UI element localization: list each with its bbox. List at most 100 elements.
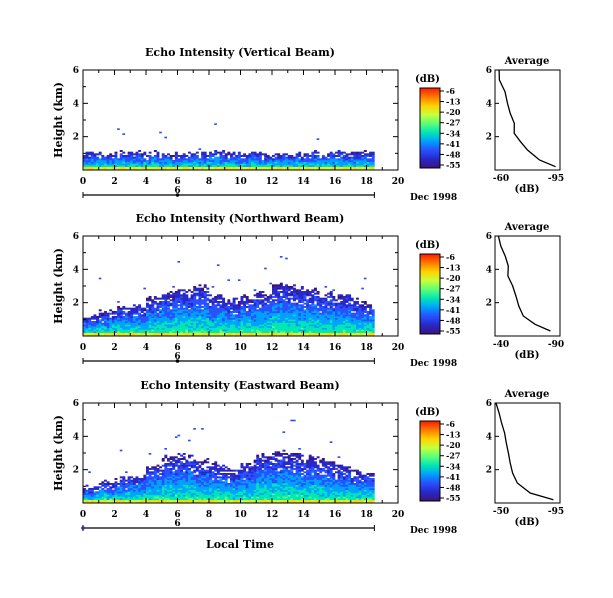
echo-cell — [219, 312, 223, 315]
echo-cell — [266, 156, 270, 159]
echo-cell — [274, 286, 278, 288]
echo-cell — [300, 168, 304, 171]
echo-cell — [143, 481, 147, 484]
echo-cell — [243, 486, 247, 489]
echo-cell — [90, 496, 94, 499]
echo-cell — [332, 166, 336, 169]
echo-cell — [256, 165, 260, 167]
echo-cell — [135, 316, 139, 318]
echo-cell — [117, 488, 121, 490]
echo-cell — [353, 168, 357, 171]
echo-cell — [143, 491, 147, 494]
echo-cell — [177, 334, 181, 337]
echo-cell — [348, 334, 352, 337]
echo-cell — [206, 316, 210, 318]
echo-cell — [363, 326, 367, 328]
echo-cell — [209, 156, 212, 159]
echo-cell — [327, 161, 331, 164]
echo-cell — [216, 264, 220, 266]
echo-cell — [342, 324, 346, 327]
echo-cell — [190, 163, 194, 166]
echo-cell — [245, 155, 249, 157]
echo-cell — [251, 478, 254, 480]
echo-cell — [101, 160, 105, 162]
echo-cell — [209, 294, 212, 297]
echo-cell — [300, 161, 304, 164]
echo-cell — [209, 499, 212, 502]
echo-cell — [264, 166, 268, 169]
echo-cell — [211, 312, 215, 315]
echo-cell — [264, 326, 268, 328]
echo-cell — [143, 160, 147, 162]
echo-cell — [185, 464, 189, 467]
echo-cell — [327, 155, 331, 157]
echo-cell — [151, 501, 155, 504]
echo-cell — [293, 304, 296, 307]
echo-cell — [148, 165, 152, 167]
echo-cell — [306, 166, 310, 169]
echo-cell — [122, 483, 126, 485]
echo-cell — [251, 314, 254, 317]
echo-cell — [151, 494, 155, 497]
echo-cell — [148, 491, 152, 494]
echo-cell — [172, 294, 176, 297]
echo-cell — [132, 309, 136, 312]
echo-cell — [151, 466, 155, 469]
echo-cell — [290, 322, 294, 325]
echo-cell — [248, 468, 252, 470]
echo-cell — [314, 160, 317, 162]
echo-cell — [132, 478, 136, 480]
echo-cell — [161, 309, 165, 312]
echo-cell — [227, 317, 231, 320]
echo-cell — [198, 488, 202, 490]
echo-cell — [216, 163, 220, 166]
echo-cell — [209, 332, 212, 335]
echo-cell — [164, 476, 168, 479]
echo-cell — [316, 291, 320, 293]
echo-cell — [253, 493, 257, 495]
echo-cell — [308, 326, 312, 328]
echo-cell — [106, 496, 110, 499]
echo-cell — [211, 326, 215, 328]
echo-cell — [151, 319, 155, 322]
echo-cell — [298, 312, 302, 315]
echo-cell — [180, 494, 184, 497]
echo-cell — [222, 334, 226, 337]
echo-cell — [261, 163, 265, 166]
echo-cell — [83, 161, 86, 164]
echo-cell — [180, 296, 184, 298]
echo-cell — [111, 155, 115, 157]
echo-cell — [190, 153, 194, 156]
echo-cell — [371, 158, 375, 161]
echo-cell — [98, 324, 102, 327]
echo-cell — [130, 322, 134, 325]
echo-cell — [122, 317, 126, 320]
echo-cell — [314, 155, 317, 157]
echo-cell — [240, 324, 244, 327]
echo-cell — [185, 331, 189, 333]
echo-cell — [135, 499, 139, 502]
echo-cell — [190, 493, 194, 495]
echo-cell — [201, 486, 205, 489]
echo-cell — [188, 329, 191, 332]
echo-cell — [109, 163, 113, 166]
echo-cell — [251, 494, 254, 497]
echo-cell — [143, 151, 147, 154]
echo-cell — [151, 326, 155, 328]
echo-cell — [198, 326, 202, 328]
echo-cell — [279, 311, 283, 313]
echo-cell — [96, 317, 100, 320]
echo-cell — [148, 314, 152, 317]
echo-cell — [277, 292, 281, 295]
echo-cell — [172, 168, 176, 171]
echo-cell — [206, 329, 210, 332]
echo-cell — [167, 332, 170, 335]
echo-cell — [342, 304, 346, 307]
echo-cell — [140, 317, 144, 320]
echo-cell — [161, 158, 165, 161]
echo-cell — [203, 481, 207, 484]
echo-cell — [274, 160, 278, 162]
echo-cell — [114, 489, 118, 492]
echo-cell — [188, 332, 191, 335]
echo-cell — [88, 317, 92, 320]
